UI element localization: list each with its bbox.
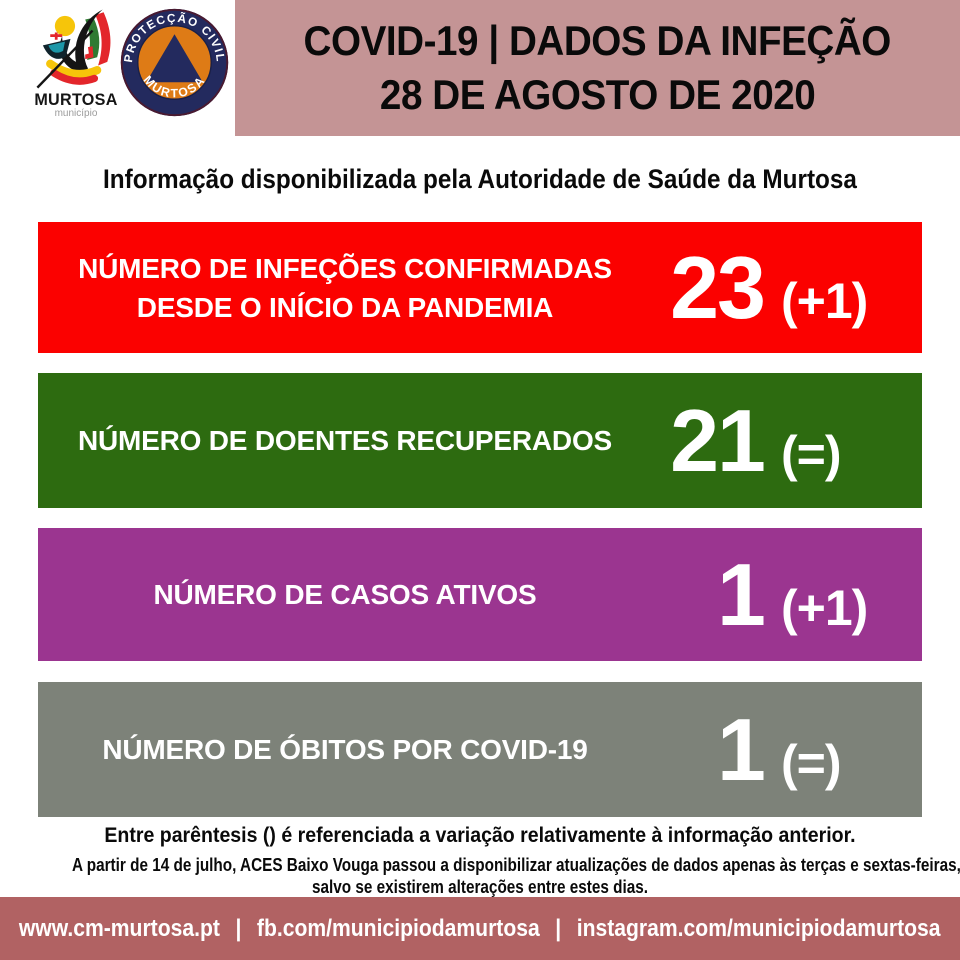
footer-links: www.cm-murtosa.pt | fb.com/municipiodamu…: [19, 915, 941, 943]
stat-bar-active-cases: NÚMERO DE CASOS ATIVOS 1 (+1): [38, 528, 922, 661]
murtosa-municipality-logo: MURTOSA município: [26, 6, 126, 126]
stat-value: 1 (=): [652, 699, 922, 801]
footnote-update-schedule-line1: A partir de 14 de julho, ACES Baixo Voug…: [72, 855, 960, 875]
instagram-link: instagram.com/municipiodamurtosa: [577, 914, 941, 942]
stat-delta: (+1): [781, 272, 868, 329]
page-title-line2: 28 DE AGOSTO DE 2020: [379, 71, 816, 118]
source-attribution-text: Informação disponibilizada pela Autorida…: [103, 164, 857, 194]
facebook-link: fb.com/municipiodamurtosa: [257, 914, 541, 942]
footnote-parentheses-explanation: Entre parêntesis () é referenciada a var…: [104, 824, 856, 847]
stat-number: 21: [670, 390, 766, 490]
stat-number: 1: [717, 699, 766, 799]
stat-label: NÚMERO DE DOENTES RECUPERADOS: [38, 421, 652, 460]
murtosa-logo-subtitle: município: [54, 108, 98, 119]
stat-label-line1: NÚMERO DE DOENTES RECUPERADOS: [77, 425, 613, 456]
footer-separator: |: [555, 914, 562, 942]
footer-links-bar: www.cm-murtosa.pt | fb.com/municipiodamu…: [0, 897, 960, 960]
stat-delta: (+1): [781, 579, 868, 636]
footer-separator: |: [235, 914, 242, 942]
title-banner: COVID-19 | DADOS DA INFEÇÃO 28 DE AGOSTO…: [235, 0, 960, 136]
footnote-update-schedule-line2: salvo se existirem alterações entre este…: [312, 877, 648, 897]
murtosa-logo-name: MURTOSA: [34, 90, 118, 109]
civil-protection-badge-icon: PROTECÇÃO CIVIL MURTOSA: [120, 8, 229, 117]
stat-label: NÚMERO DE INFEÇÕES CONFIRMADAS DESDE O I…: [38, 249, 652, 327]
stat-value: 21 (=): [652, 390, 922, 492]
stat-label-line2: DESDE O INÍCIO DA PANDEMIA: [136, 291, 554, 323]
stat-number: 1: [717, 544, 766, 644]
stat-delta: (=): [781, 425, 841, 482]
stat-label: NÚMERO DE ÓBITOS POR COVID-19: [38, 730, 652, 769]
stat-label: NÚMERO DE CASOS ATIVOS: [38, 575, 652, 614]
website-link: www.cm-murtosa.pt: [19, 914, 221, 942]
stat-bar-covid-deaths: NÚMERO DE ÓBITOS POR COVID-19 1 (=): [38, 682, 922, 817]
stat-label-line1: NÚMERO DE INFEÇÕES CONFIRMADAS: [78, 252, 612, 284]
stat-label-line1: NÚMERO DE CASOS ATIVOS: [153, 579, 537, 610]
murtosa-boat-icon: [36, 9, 111, 89]
stat-number: 23: [670, 237, 766, 337]
stat-bar-recovered-patients: NÚMERO DE DOENTES RECUPERADOS 21 (=): [38, 373, 922, 508]
stat-value: 23 (+1): [652, 237, 922, 339]
page-title-line1: COVID-19 | DADOS DA INFEÇÃO: [303, 17, 892, 64]
stat-bar-confirmed-infections: NÚMERO DE INFEÇÕES CONFIRMADAS DESDE O I…: [38, 222, 922, 353]
stat-value: 1 (+1): [652, 544, 922, 646]
stat-delta: (=): [781, 734, 841, 791]
civil-protection-logo: PROTECÇÃO CIVIL MURTOSA: [118, 6, 231, 119]
stat-label-line1: NÚMERO DE ÓBITOS POR COVID-19: [102, 734, 588, 765]
